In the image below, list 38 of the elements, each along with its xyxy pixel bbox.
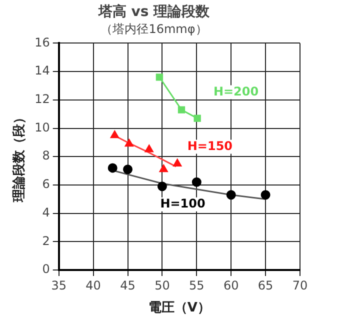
point — [173, 158, 182, 166]
y-tick-label: 12 — [34, 92, 50, 106]
y-tick-label: 2 — [42, 234, 50, 248]
point — [159, 164, 168, 172]
y-tick-label: 6 — [42, 177, 50, 192]
point — [192, 177, 202, 187]
y-tick-label: 16 — [34, 35, 50, 50]
point — [124, 139, 134, 147]
x-tick-label: 65 — [258, 278, 274, 292]
y-axis-title: 理論段数（段） — [11, 111, 28, 204]
y-tick-label: 14 — [34, 64, 50, 78]
y-tick-label: 0 — [42, 262, 50, 276]
point — [178, 106, 186, 114]
y-tick-label: 4 — [42, 205, 50, 220]
x-tick-label: 55 — [189, 278, 204, 292]
point — [108, 163, 118, 173]
series-label: H=200 — [213, 84, 259, 98]
chart-title: 塔高 vs 理論段数 — [97, 3, 211, 20]
point — [157, 182, 167, 192]
x-tick-label: 60 — [223, 278, 239, 292]
point — [260, 190, 270, 200]
y-tick-label: 8 — [42, 148, 50, 163]
x-axis-title: 電圧（V） — [148, 300, 210, 316]
series-label: H=100 — [160, 196, 206, 210]
x-tick-label: 70 — [292, 278, 308, 292]
point — [226, 190, 236, 200]
point — [144, 144, 154, 152]
y-tick-label: 10 — [34, 120, 50, 134]
point — [110, 130, 119, 138]
chart-subtitle: （塔内径16mmφ） — [100, 22, 208, 36]
x-tick-label: 35 — [51, 278, 67, 292]
point — [156, 74, 164, 81]
x-tick-label: 40 — [86, 278, 101, 292]
x-tick-label: 45 — [120, 278, 136, 292]
point — [123, 164, 133, 174]
series-label: H=150 — [187, 138, 233, 153]
x-tick-label: 50 — [154, 278, 170, 292]
point — [194, 114, 201, 122]
